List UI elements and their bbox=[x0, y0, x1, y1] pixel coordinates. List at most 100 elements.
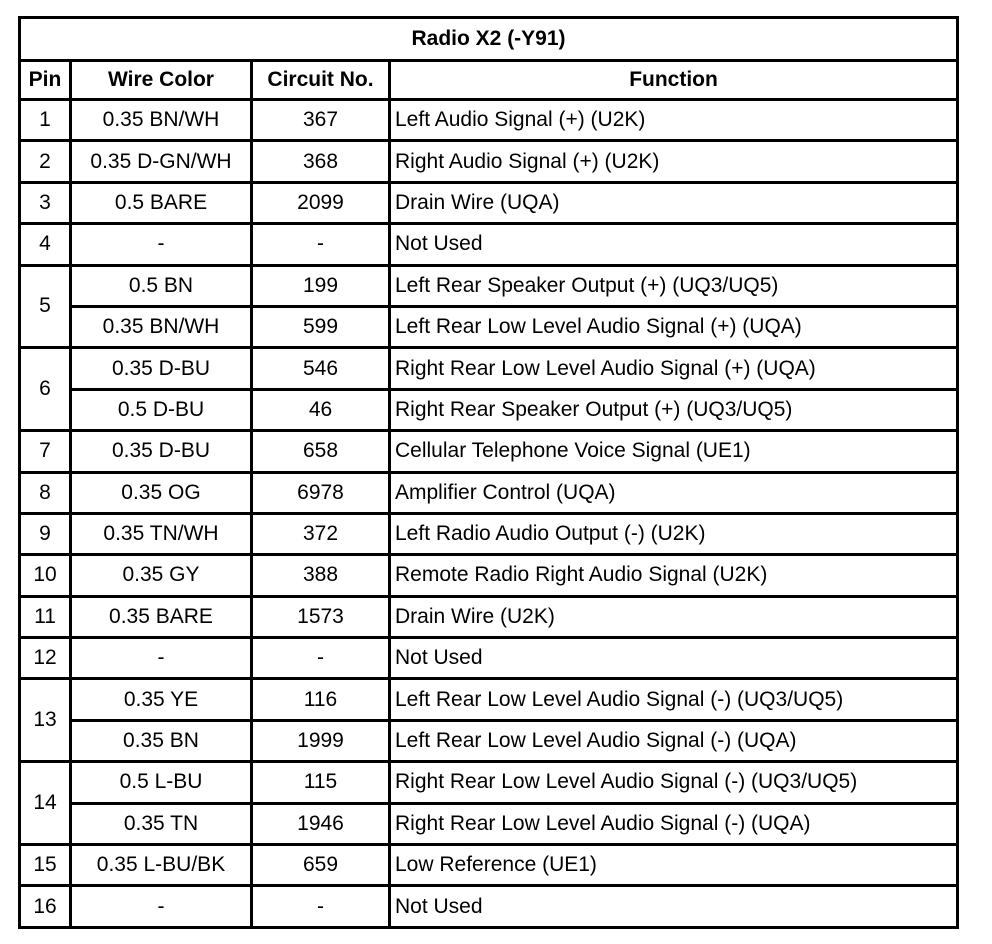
wire-color-cell: 0.35 L-BU/BK bbox=[69, 843, 253, 888]
circuit-cell: 6978 bbox=[250, 470, 391, 515]
pin-cell: 5 bbox=[18, 263, 72, 350]
wire-color-cell: 0.5 L-BU bbox=[69, 760, 253, 805]
function-cell: Left Rear Low Level Audio Signal (-) (UQ… bbox=[387, 718, 960, 764]
pin-cell: 7 bbox=[18, 429, 72, 474]
circuit-cell: 546 bbox=[250, 346, 391, 391]
pin-cell: 10 bbox=[18, 553, 72, 598]
wire-color-cell: 0.35 D-BU bbox=[69, 429, 253, 474]
pin-cell: 9 bbox=[18, 511, 72, 557]
table-row: 6 0.35 D-BU 546 Right Rear Low Level Audio … bbox=[18, 346, 960, 433]
table-row: 0.35 TN 1946 Right Rear Low Level Audio Si… bbox=[20, 801, 960, 847]
circuit-cell: 659 bbox=[250, 843, 391, 888]
circuit-cell: 372 bbox=[250, 511, 391, 557]
wire-color-cell: 0.35 BN/WH bbox=[69, 97, 253, 143]
function-cell: Not Used bbox=[387, 884, 960, 929]
circuit-cell: - bbox=[250, 636, 391, 681]
table-row: 14 0.5 L-BU 115 Right Rear Low Level Audio … bbox=[18, 760, 960, 847]
function-cell: Right Rear Low Level Audio Signal (+) (U… bbox=[387, 346, 960, 391]
header-function: Function bbox=[387, 59, 960, 101]
table-title: Radio X2 (-Y91) bbox=[17, 16, 960, 62]
function-cell: Left Rear Low Level Audio Signal (+) (UQ… bbox=[387, 304, 960, 350]
wire-color-cell: - bbox=[69, 636, 253, 681]
wire-color-cell: 0.35 D-GN/WH bbox=[69, 139, 253, 184]
wire-color-cell: 0.35 TN bbox=[69, 801, 253, 847]
pin-cell: 2 bbox=[18, 139, 72, 184]
function-cell: Left Radio Audio Output (-) (U2K) bbox=[387, 511, 960, 557]
table-row: 7 0.35 D-BU 658 Cellular Telephone Voice Si… bbox=[18, 429, 960, 474]
table-row: 15 0.35 L-BU/BK 659 Low Reference (UE1) bbox=[18, 843, 960, 888]
pin-cell: 8 bbox=[18, 470, 72, 515]
wire-color-cell: 0.35 BN/WH bbox=[69, 304, 253, 350]
circuit-cell: 1999 bbox=[250, 718, 391, 764]
function-cell: Cellular Telephone Voice Signal (UE1) bbox=[387, 429, 960, 474]
circuit-cell: 388 bbox=[250, 553, 391, 598]
circuit-cell: 599 bbox=[250, 304, 391, 350]
table-row: 8 0.35 OG 6978 Amplifier Control (UQA) bbox=[18, 470, 960, 515]
function-cell: Right Rear Low Level Audio Signal (-) (U… bbox=[387, 801, 960, 847]
circuit-cell: 1573 bbox=[250, 594, 391, 640]
wire-color-cell: 0.35 TN/WH bbox=[69, 511, 253, 557]
circuit-cell: 368 bbox=[250, 139, 391, 184]
connector-pinout-table: Radio X2 (-Y91) Pin Wire Color Circuit N… bbox=[17, 16, 960, 929]
pin-cell: 6 bbox=[18, 346, 72, 433]
circuit-cell: 116 bbox=[250, 677, 391, 722]
function-cell: Left Audio Signal (+) (U2K) bbox=[387, 97, 960, 143]
pin-cell: 13 bbox=[18, 677, 72, 764]
pin-cell: 4 bbox=[18, 222, 72, 267]
function-cell: Not Used bbox=[387, 636, 960, 681]
function-cell: Low Reference (UE1) bbox=[387, 843, 960, 888]
function-cell: Left Rear Low Level Audio Signal (-) (UQ… bbox=[387, 677, 960, 722]
header-pin: Pin bbox=[18, 59, 72, 101]
pin-cell: 15 bbox=[18, 843, 72, 888]
circuit-cell: 658 bbox=[250, 429, 391, 474]
table-row: 5 0.5 BN 199 Left Rear Speaker Output (+) (… bbox=[18, 263, 960, 350]
pin-cell: 12 bbox=[18, 636, 72, 681]
wire-color-cell: 0.5 BN bbox=[69, 263, 253, 308]
circuit-cell: 199 bbox=[250, 263, 391, 308]
function-cell: Drain Wire (U2K) bbox=[387, 594, 960, 640]
table-row: 4- - Not Used bbox=[18, 222, 960, 267]
table-row: 0.35 BN/WH 599 Left Rear Low Level Audio S… bbox=[20, 304, 960, 350]
circuit-cell: 1946 bbox=[250, 801, 391, 847]
table-row: 10 0.35 GY 388 Remote Radio Right Audio Sig… bbox=[18, 553, 960, 598]
wire-color-cell: 0.35 YE bbox=[69, 677, 253, 722]
wire-color-cell: 0.35 OG bbox=[69, 470, 253, 515]
pin-cell: 3 bbox=[18, 180, 72, 226]
function-cell: Drain Wire (UQA) bbox=[387, 180, 960, 226]
function-cell: Remote Radio Right Audio Signal (U2K) bbox=[387, 553, 960, 598]
table-row: 12- - Not Used bbox=[18, 636, 960, 681]
circuit-cell: - bbox=[250, 222, 391, 267]
circuit-cell: 367 bbox=[250, 97, 391, 143]
wire-color-cell: - bbox=[69, 222, 253, 267]
wire-color-cell: 0.35 D-BU bbox=[69, 346, 253, 391]
circuit-cell: 46 bbox=[250, 387, 391, 433]
table-row: 13 0.35 YE 116 Left Rear Low Level Audio Si… bbox=[18, 677, 960, 764]
table-row: 1 0.35 BN/WH 367 Left Audio Signal (+) (U2K… bbox=[18, 97, 960, 143]
pin-cell: 1 bbox=[18, 97, 72, 143]
table-row: 9 0.35 TN/WH 372 Left Radio Audio Output (-… bbox=[18, 511, 960, 557]
header-circuit: Circuit No. bbox=[250, 59, 391, 101]
function-cell: Right Audio Signal (+) (U2K) bbox=[387, 139, 960, 184]
wire-color-cell: 0.35 BARE bbox=[69, 594, 253, 640]
table-row: 11 0.35 BARE 1573 Drain Wire (U2K) bbox=[18, 594, 960, 640]
wire-color-cell: 0.35 GY bbox=[69, 553, 253, 598]
function-cell: Not Used bbox=[387, 222, 960, 267]
table-row: 0.35 BN 1999 Left Rear Low Level Audio Sig… bbox=[20, 718, 960, 764]
table-row: 2 0.35 D-GN/WH 368 Right Audio Signal (+) (… bbox=[18, 139, 960, 184]
pin-cell: 14 bbox=[18, 760, 72, 847]
wire-color-cell: 0.5 D-BU bbox=[69, 387, 253, 433]
table-row: 3 0.5 BARE 2099 Drain Wire (UQA) bbox=[18, 180, 960, 226]
circuit-cell: 2099 bbox=[250, 180, 391, 226]
function-cell: Amplifier Control (UQA) bbox=[387, 470, 960, 515]
circuit-cell: - bbox=[250, 884, 391, 929]
function-cell: Right Rear Speaker Output (+) (UQ3/UQ5) bbox=[387, 387, 960, 433]
pin-cell: 11 bbox=[18, 594, 72, 640]
wire-color-cell: 0.35 BN bbox=[69, 718, 253, 764]
wire-color-cell: 0.5 BARE bbox=[69, 180, 253, 226]
circuit-cell: 115 bbox=[250, 760, 391, 805]
function-cell: Right Rear Low Level Audio Signal (-) (U… bbox=[387, 760, 960, 805]
header-wire-color: Wire Color bbox=[69, 59, 253, 101]
table-row: 16- - Not Used bbox=[18, 884, 960, 929]
function-cell: Left Rear Speaker Output (+) (UQ3/UQ5) bbox=[387, 263, 960, 308]
wire-color-cell: - bbox=[69, 884, 253, 929]
